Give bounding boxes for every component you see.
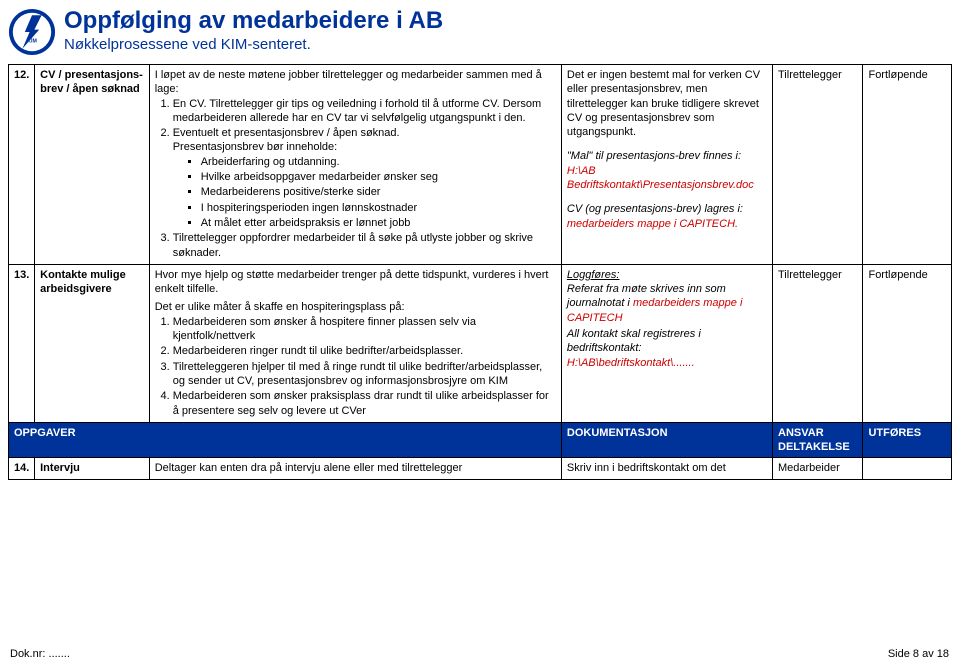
doc-path: H:\AB [567, 165, 596, 177]
desc-intro: Det er ulike måter å skaffe en hospiteri… [155, 300, 556, 314]
header-ansvar: ANSVAR DELTAKELSE [773, 422, 863, 458]
row-number: 13. [9, 264, 35, 422]
list-item: En CV. Tilrettelegger gir tips og veiled… [173, 97, 556, 126]
list-item: Tilretteleggeren hjelper til med å ringe… [173, 360, 556, 389]
header-oppgaver: OPPGAVER [9, 422, 562, 458]
row-when [863, 458, 952, 479]
doc-number: Dok.nr: ....... [10, 648, 70, 660]
page-title: Oppfølging av medarbeidere i AB [64, 8, 959, 34]
doc-lead: "Mal" til presentasjons-brev finnes i: [567, 150, 741, 162]
row-description: Hvor mye hjelp og støtte medarbeider tre… [149, 264, 561, 422]
table-row: 14. Intervju Deltager kan enten dra på i… [9, 458, 952, 479]
process-table: 12. CV / presentasjons-brev / åpen søkna… [8, 64, 952, 480]
row-documentation: Skriv inn i bedriftskontakt om det [561, 458, 772, 479]
row-documentation: Det er ingen bestemt mal for verken CV e… [561, 65, 772, 265]
row-responsible: Tilrettelegger [773, 65, 863, 265]
list-item: Medarbeideren som ønsker praksisplass dr… [173, 389, 556, 418]
bullet-item: Arbeiderfaring og utdanning. [201, 155, 556, 169]
doc-lead: Loggføres: [567, 269, 620, 281]
list-text: Presentasjonsbrev bør inneholde: [173, 140, 556, 154]
bullet-item: Hvilke arbeidsoppgaver medarbeider ønske… [201, 170, 556, 184]
bullet-item: At målet etter arbeidspraksis er lønnet … [201, 216, 556, 230]
doc-lead: All kontakt skal registreres i bedriftsk… [567, 328, 701, 354]
doc-path: medarbeiders mappe i CAPITECH. [567, 218, 738, 230]
desc-tail: Hvor mye hjelp og støtte medarbeider tre… [155, 268, 556, 297]
doc-path: H:\AB\bedriftskontakt\....... [567, 357, 695, 369]
doc-cv: CV (og presentasjons-brev) lagres i: med… [567, 202, 767, 231]
section-header-row: OPPGAVER DOKUMENTASJON ANSVAR DELTAKELSE… [9, 422, 952, 458]
row-when: Fortløpende [863, 264, 952, 422]
table-row: 12. CV / presentasjons-brev / åpen søkna… [9, 65, 952, 265]
header-text: ANSVAR [778, 427, 824, 439]
doc-path: Bedriftskontakt\Presentasjonsbrev.doc [567, 179, 754, 191]
doc-logg: Loggføres: Referat fra møte skrives inn … [567, 268, 767, 325]
page-subtitle: Nøkkelprosessene ved KIM-senteret. [64, 36, 959, 53]
header-text: DELTAKELSE [778, 441, 850, 453]
table-row: 13. Kontakte mulige arbeidsgivere Hvor m… [9, 264, 952, 422]
row-number: 14. [9, 458, 35, 479]
kim-logo: KIM [8, 8, 56, 56]
row-description: I løpet av de neste møtene jobber tilret… [149, 65, 561, 265]
row-when: Fortløpende [863, 65, 952, 265]
page-header: KIM Oppfølging av medarbeidere i AB Nøkk… [0, 0, 959, 60]
header-dokumentasjon: DOKUMENTASJON [561, 422, 772, 458]
doc-text: Det er ingen bestemt mal for verken CV e… [567, 68, 767, 139]
row-title: Kontakte mulige arbeidsgivere [35, 264, 150, 422]
row-title: CV / presentasjons-brev / åpen søknad [35, 65, 150, 265]
row-documentation: Loggføres: Referat fra møte skrives inn … [561, 264, 772, 422]
row-number: 12. [9, 65, 35, 265]
list-text: Eventuelt et presentasjonsbrev / åpen sø… [173, 127, 400, 139]
row-title: Intervju [35, 458, 150, 479]
svg-text:KIM: KIM [27, 39, 37, 45]
header-utfores: UTFØRES [863, 422, 952, 458]
doc-lead: CV (og presentasjons-brev) lagres i: [567, 203, 743, 215]
desc-intro: I løpet av de neste møtene jobber tilret… [155, 68, 556, 97]
row-responsible: Medarbeider [773, 458, 863, 479]
bullet-item: I hospiteringsperioden ingen lønnskostna… [201, 201, 556, 215]
list-item: Medarbeideren ringer rundt til ulike bed… [173, 344, 556, 358]
list-item: Tilrettelegger oppfordrer medarbeider ti… [173, 231, 556, 260]
list-item: Eventuelt et presentasjonsbrev / åpen sø… [173, 126, 556, 230]
doc-contact: All kontakt skal registreres i bedriftsk… [567, 327, 767, 370]
bullet-item: Medarbeiderens positive/sterke sider [201, 185, 556, 199]
page-number: Side 8 av 18 [888, 648, 949, 660]
row-responsible: Tilrettelegger [773, 264, 863, 422]
list-item: Medarbeideren som ønsker å hospitere fin… [173, 315, 556, 344]
row-description: Deltager kan enten dra på intervju alene… [149, 458, 561, 479]
doc-mal: "Mal" til presentasjons-brev finnes i: H… [567, 149, 767, 192]
page-footer: Dok.nr: ....... Side 8 av 18 [10, 648, 949, 660]
